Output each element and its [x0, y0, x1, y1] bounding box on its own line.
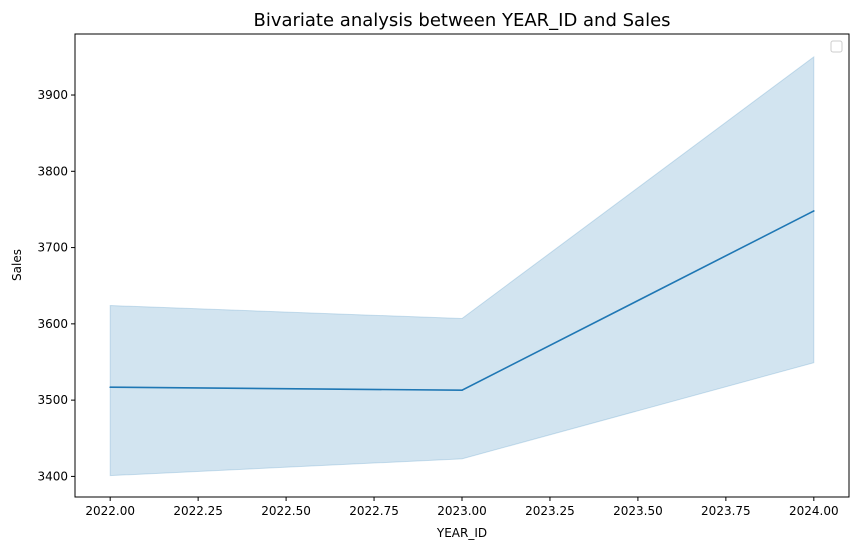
x-tick-label: 2022.75 — [349, 504, 399, 518]
y-tick-label: 3400 — [37, 469, 68, 483]
x-tick-label: 2023.00 — [437, 504, 487, 518]
y-tick-label: 3600 — [37, 317, 68, 331]
y-tick-label: 3800 — [37, 164, 68, 178]
y-tick-label: 3500 — [37, 393, 68, 407]
legend-box — [830, 40, 843, 53]
x-axis-label: YEAR_ID — [436, 526, 487, 540]
data-point — [813, 210, 815, 212]
x-tick-label: 2023.75 — [701, 504, 751, 518]
x-tick-label: 2022.25 — [173, 504, 223, 518]
x-tick-label: 2022.50 — [261, 504, 311, 518]
plot-area — [109, 55, 815, 477]
y-tick-label: 3700 — [37, 241, 68, 255]
chart-title: Bivariate analysis between YEAR_ID and S… — [253, 10, 670, 31]
x-tick-label: 2024.00 — [789, 504, 839, 518]
x-tick-label: 2023.25 — [525, 504, 575, 518]
confidence-band — [109, 55, 815, 477]
y-axis-label: Sales — [10, 249, 24, 281]
y-tick-label: 3900 — [37, 88, 68, 102]
data-point — [461, 389, 463, 392]
x-tick-label: 2022.00 — [85, 504, 135, 518]
data-point — [109, 386, 111, 388]
x-tick-label: 2023.50 — [613, 504, 663, 518]
